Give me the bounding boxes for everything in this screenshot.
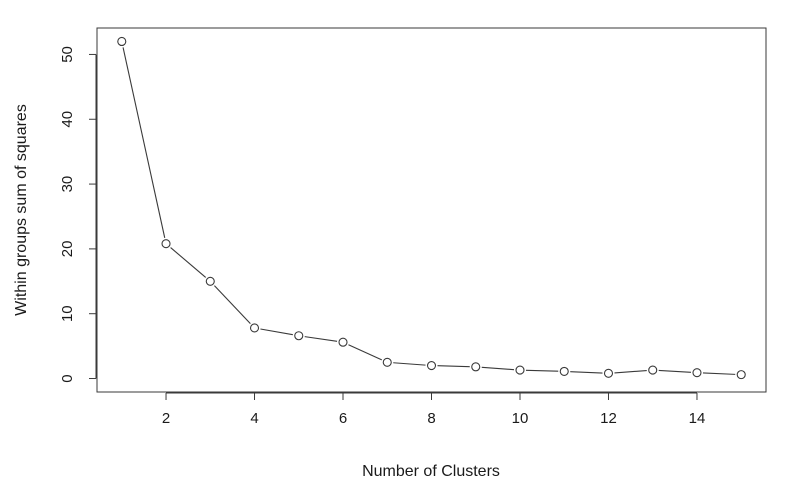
data-point bbox=[338, 337, 348, 347]
plot-frame bbox=[96, 27, 767, 393]
line-segment bbox=[260, 328, 293, 336]
line-segment bbox=[393, 362, 426, 366]
line-segment bbox=[481, 366, 515, 371]
x-tick-label: 14 bbox=[689, 410, 706, 427]
data-point bbox=[515, 365, 525, 375]
y-tick-label: 40 bbox=[59, 111, 76, 128]
data-point bbox=[294, 331, 304, 341]
y-tick-label: 0 bbox=[59, 374, 76, 382]
data-point bbox=[161, 239, 171, 249]
y-tick-label: 30 bbox=[59, 176, 76, 193]
data-point bbox=[603, 368, 614, 378]
x-axis-title: Number of Clusters bbox=[362, 463, 500, 479]
x-tick-label: 2 bbox=[162, 410, 170, 427]
line-segment bbox=[437, 365, 470, 368]
y-axis: 0 10 20 30 40 50 bbox=[59, 46, 97, 383]
x-axis: 2 4 6 8 10 12 14 bbox=[162, 392, 706, 427]
line-segment bbox=[122, 47, 166, 238]
line-segment bbox=[348, 344, 383, 361]
data-point bbox=[426, 361, 437, 371]
line-segment bbox=[614, 369, 647, 374]
line-segment bbox=[213, 285, 251, 324]
data-point bbox=[471, 362, 481, 372]
data-point bbox=[382, 357, 392, 367]
y-tick-label: 20 bbox=[59, 241, 76, 258]
y-tick-label: 10 bbox=[59, 305, 76, 322]
data-point bbox=[648, 365, 658, 375]
data-point bbox=[736, 370, 746, 380]
series-group bbox=[117, 36, 746, 380]
line-segment bbox=[170, 247, 207, 278]
line-segment bbox=[658, 369, 692, 373]
y-axis-title: Within groups sum of squares bbox=[13, 104, 30, 316]
line-segment bbox=[525, 369, 559, 372]
x-tick-label: 10 bbox=[512, 410, 529, 427]
data-point bbox=[117, 36, 127, 47]
line-segment bbox=[304, 336, 338, 342]
line-segment bbox=[570, 371, 603, 374]
data-point bbox=[205, 276, 215, 286]
x-tick-label: 6 bbox=[339, 410, 347, 427]
x-tick-label: 8 bbox=[427, 410, 435, 427]
x-tick-label: 12 bbox=[600, 410, 617, 427]
data-point bbox=[249, 323, 260, 333]
y-tick-label: 50 bbox=[59, 46, 76, 63]
data-point bbox=[692, 368, 702, 378]
x-tick-label: 4 bbox=[250, 410, 258, 427]
line-segment bbox=[702, 372, 736, 375]
data-point bbox=[559, 366, 569, 376]
